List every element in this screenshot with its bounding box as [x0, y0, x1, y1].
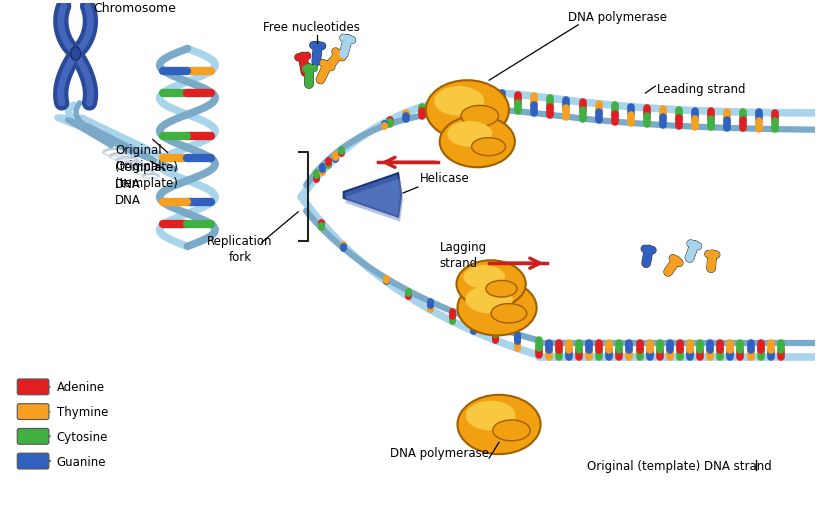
- Ellipse shape: [458, 280, 536, 336]
- FancyBboxPatch shape: [17, 404, 49, 420]
- Ellipse shape: [493, 420, 530, 441]
- FancyBboxPatch shape: [17, 429, 49, 444]
- Text: Original
(template)
DNA: Original (template) DNA: [115, 160, 178, 207]
- Ellipse shape: [434, 87, 484, 117]
- Text: Lagging
strand: Lagging strand: [440, 240, 486, 269]
- Text: Original (template) DNA strand: Original (template) DNA strand: [586, 459, 771, 472]
- Ellipse shape: [461, 106, 499, 127]
- Text: DNA polymerase: DNA polymerase: [568, 11, 667, 24]
- Ellipse shape: [447, 122, 492, 147]
- Text: Free nucleotides: Free nucleotides: [263, 21, 360, 34]
- Text: Leading strand: Leading strand: [658, 82, 746, 95]
- Text: Guanine: Guanine: [57, 454, 106, 468]
- Ellipse shape: [486, 281, 517, 297]
- Text: Chromosome: Chromosome: [93, 3, 176, 16]
- Text: Helicase: Helicase: [420, 171, 469, 184]
- Text: DNA polymerase: DNA polymerase: [390, 446, 489, 459]
- Text: Original
(template)
DNA: Original (template) DNA: [115, 143, 178, 190]
- Ellipse shape: [466, 401, 516, 431]
- Text: Replication
fork: Replication fork: [207, 234, 273, 263]
- FancyBboxPatch shape: [17, 453, 49, 469]
- Text: Thymine: Thymine: [57, 406, 108, 418]
- Ellipse shape: [458, 395, 541, 454]
- Ellipse shape: [472, 138, 505, 157]
- Text: Adenine: Adenine: [57, 381, 105, 393]
- Polygon shape: [344, 174, 401, 217]
- Ellipse shape: [456, 261, 526, 308]
- Ellipse shape: [464, 266, 505, 289]
- Ellipse shape: [70, 47, 80, 61]
- Text: Cytosine: Cytosine: [57, 430, 108, 443]
- Ellipse shape: [440, 117, 515, 168]
- Ellipse shape: [491, 304, 527, 323]
- Ellipse shape: [426, 81, 509, 140]
- Ellipse shape: [465, 286, 513, 314]
- Polygon shape: [346, 179, 403, 222]
- FancyBboxPatch shape: [17, 379, 49, 395]
